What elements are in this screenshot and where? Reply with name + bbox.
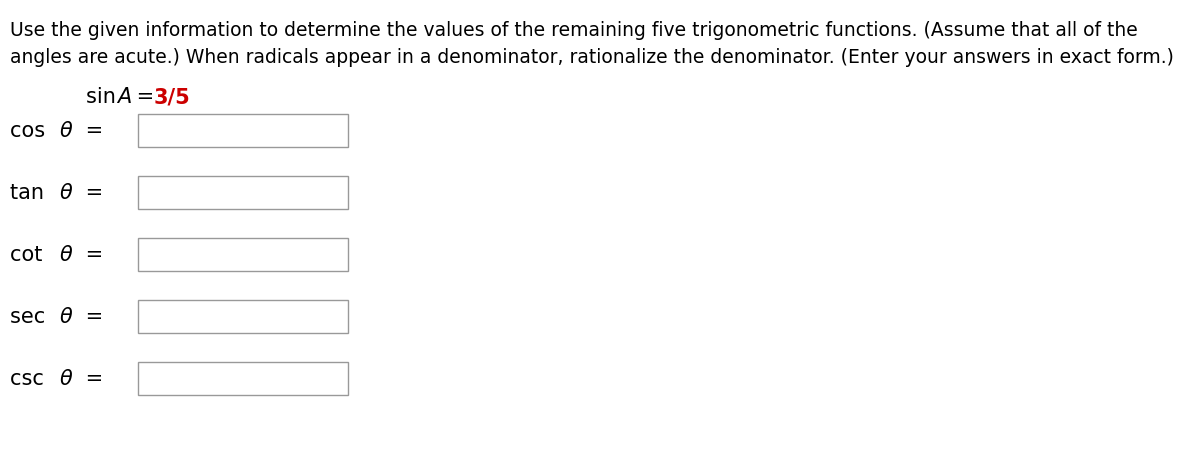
Text: angles are acute.) When radicals appear in a denominator, rationalize the denomi: angles are acute.) When radicals appear … <box>10 48 1174 67</box>
Text: θ: θ <box>60 307 73 327</box>
Text: cot: cot <box>10 245 48 265</box>
FancyBboxPatch shape <box>138 238 348 271</box>
Text: A: A <box>118 87 132 107</box>
Text: =: = <box>79 245 103 265</box>
FancyBboxPatch shape <box>138 300 348 333</box>
Text: θ: θ <box>60 369 73 389</box>
Text: θ: θ <box>60 245 73 265</box>
Text: csc: csc <box>10 369 50 389</box>
Text: =: = <box>79 369 103 389</box>
Text: =: = <box>79 121 103 141</box>
FancyBboxPatch shape <box>138 114 348 147</box>
Text: 3/5: 3/5 <box>154 87 191 107</box>
Text: sec: sec <box>10 307 52 327</box>
FancyBboxPatch shape <box>138 362 348 395</box>
Text: θ: θ <box>60 121 73 141</box>
Text: tan: tan <box>10 183 50 203</box>
Text: =: = <box>79 183 103 203</box>
Text: Use the given information to determine the values of the remaining five trigonom: Use the given information to determine t… <box>10 21 1138 39</box>
Text: cos: cos <box>10 121 52 141</box>
Text: θ: θ <box>60 183 73 203</box>
Text: sin: sin <box>86 87 122 107</box>
Text: =: = <box>79 307 103 327</box>
Text: =: = <box>130 87 161 107</box>
FancyBboxPatch shape <box>138 176 348 209</box>
